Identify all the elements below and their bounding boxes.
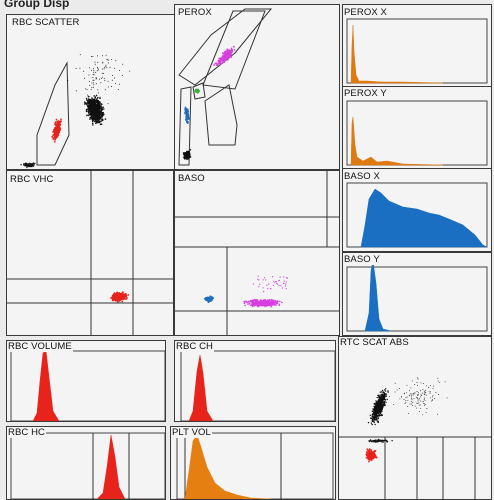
rbc-ch-histogram: [180, 350, 335, 421]
baso-y-label: BASO Y: [343, 254, 381, 265]
rbc-vhc-label: RBC VHC: [9, 174, 55, 185]
rtc-scat-abs-plot: [339, 377, 491, 499]
panel-perox-y[interactable]: PEROX Y: [342, 86, 492, 170]
baso-x-label: BASO X: [343, 171, 381, 182]
plt-vol-label: PLT VOL: [171, 427, 212, 438]
panel-rbc-volume[interactable]: RBC VOLUME: [6, 340, 166, 422]
screen-title: Group Disp: [4, 0, 70, 10]
panel-rtc-scat-abs[interactable]: RTC SCAT ABS: [338, 336, 492, 500]
panel-rbc-vhc[interactable]: RBC VHC: [6, 170, 174, 336]
panel-baso[interactable]: BASO: [174, 170, 340, 336]
plt-vol-histogram: [176, 432, 334, 499]
panel-rbc-hc[interactable]: RBC HC: [6, 426, 166, 500]
rbc-vhc-plot: [7, 171, 173, 335]
perox-label: PEROX: [177, 7, 213, 18]
perox-plot: [178, 8, 273, 166]
rbc-hc-histogram: [10, 432, 165, 499]
panel-baso-y[interactable]: BASO Y: [342, 252, 492, 336]
rbc-scatter-label: RBC SCATTER: [11, 17, 81, 28]
baso-y-histogram: [346, 260, 488, 332]
rbc-hc-label: RBC HC: [7, 427, 47, 438]
rbc-volume-histogram: [10, 350, 165, 421]
perox-y-label: PEROX Y: [343, 88, 388, 99]
panel-perox[interactable]: PEROX: [174, 4, 340, 170]
baso-x-histogram: [346, 182, 488, 248]
rbc-ch-label: RBC CH: [175, 341, 215, 352]
perox-x-histogram: [346, 18, 488, 84]
perox-y-histogram: [346, 100, 488, 166]
baso-plot: [175, 171, 339, 335]
panel-rbc-scatter[interactable]: RBC SCATTER: [6, 14, 176, 170]
baso-label: BASO: [177, 173, 206, 184]
rbc-scatter-plot: [20, 54, 131, 169]
rbc-volume-label: RBC VOLUME: [7, 341, 73, 352]
panel-plt-vol[interactable]: PLT VOL: [170, 426, 336, 500]
panel-rbc-ch[interactable]: RBC CH: [174, 340, 336, 422]
panel-baso-x[interactable]: BASO X: [342, 168, 492, 252]
panel-perox-x[interactable]: PEROX X: [342, 4, 492, 88]
rtc-scat-abs-label: RTC SCAT ABS: [339, 337, 410, 348]
perox-x-label: PEROX X: [343, 7, 388, 18]
